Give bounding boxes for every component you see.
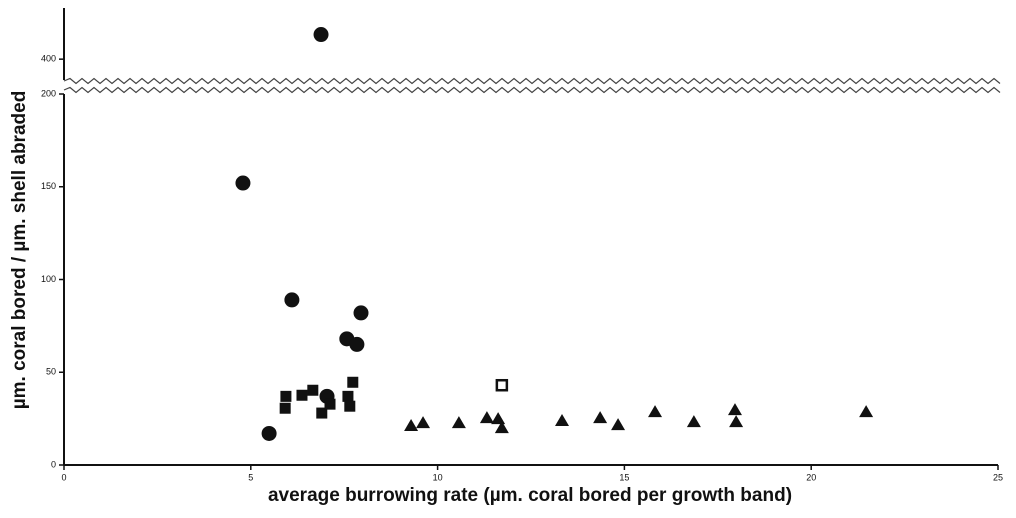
point: [494, 421, 509, 434]
point: [495, 378, 509, 392]
y-tick-label: 100: [41, 274, 56, 284]
point: [324, 398, 336, 410]
point: [279, 402, 291, 414]
point: [353, 305, 369, 321]
point: [342, 390, 354, 402]
point: [235, 175, 251, 191]
y-axis-label: µm. coral bored / µm. shell abraded: [9, 91, 30, 410]
y-tick-label: 200: [41, 88, 56, 98]
x-tick-label: 20: [806, 472, 816, 482]
axis-break: [63, 77, 1001, 85]
y-tick-label: 400: [41, 54, 56, 64]
point: [261, 425, 277, 441]
point: [313, 27, 329, 43]
point: [611, 418, 626, 431]
x-tick-label: 5: [248, 472, 253, 482]
x-tick-label: 15: [619, 472, 629, 482]
point: [307, 384, 319, 396]
x-axis-label: average burrowing rate (µm. coral bored …: [268, 485, 792, 506]
point: [479, 411, 494, 424]
x-tick-label: 0: [61, 472, 66, 482]
point: [404, 419, 419, 432]
y-tick-label: 150: [41, 181, 56, 191]
point: [859, 405, 874, 418]
point: [280, 390, 292, 402]
point: [284, 292, 300, 308]
point: [729, 415, 744, 428]
y-tick-label: 0: [51, 459, 56, 469]
point: [316, 407, 328, 419]
axis-break: [63, 86, 1001, 94]
point: [344, 400, 356, 412]
point: [491, 412, 506, 425]
point: [349, 336, 365, 352]
point: [347, 376, 359, 388]
point: [593, 411, 608, 424]
point: [648, 405, 663, 418]
x-tick-label: 10: [433, 472, 443, 482]
point: [296, 389, 308, 401]
point: [555, 414, 570, 427]
point: [686, 415, 701, 428]
y-tick-label: 50: [46, 367, 56, 377]
point: [451, 416, 466, 429]
point: [727, 403, 742, 416]
point: [416, 416, 431, 429]
x-tick-label: 25: [993, 472, 1003, 482]
